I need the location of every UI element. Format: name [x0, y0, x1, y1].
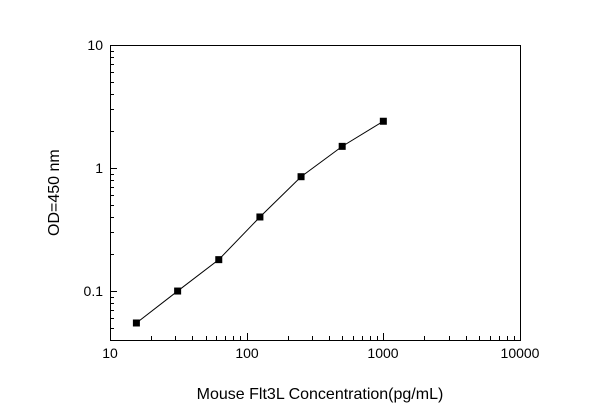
y-tick-label: 1 — [95, 160, 103, 176]
data-point-marker — [215, 256, 223, 264]
plot-frame — [110, 45, 521, 341]
data-point-marker — [256, 213, 264, 221]
y-tick-label: 10 — [87, 37, 103, 53]
x-tick-label: 10000 — [501, 345, 540, 361]
series-line — [136, 120, 384, 324]
data-point-marker — [297, 173, 305, 181]
x-tick-label: 10 — [102, 345, 118, 361]
data-point-marker — [338, 142, 346, 150]
series-markers — [132, 117, 387, 327]
tick-labels: 10 100 1000 10000 0.1 1 10 — [84, 37, 540, 361]
data-point-marker — [174, 287, 182, 295]
x-tick-label: 100 — [235, 345, 259, 361]
axis-ticks — [110, 45, 521, 340]
y-tick-label: 0.1 — [84, 283, 104, 299]
data-point-marker — [379, 117, 387, 125]
y-axis-title: OD=450 nm — [46, 149, 63, 236]
data-point-marker — [132, 319, 140, 327]
x-tick-label: 1000 — [367, 345, 398, 361]
x-axis-title: Mouse Flt3L Concentration(pg/mL) — [196, 386, 444, 403]
